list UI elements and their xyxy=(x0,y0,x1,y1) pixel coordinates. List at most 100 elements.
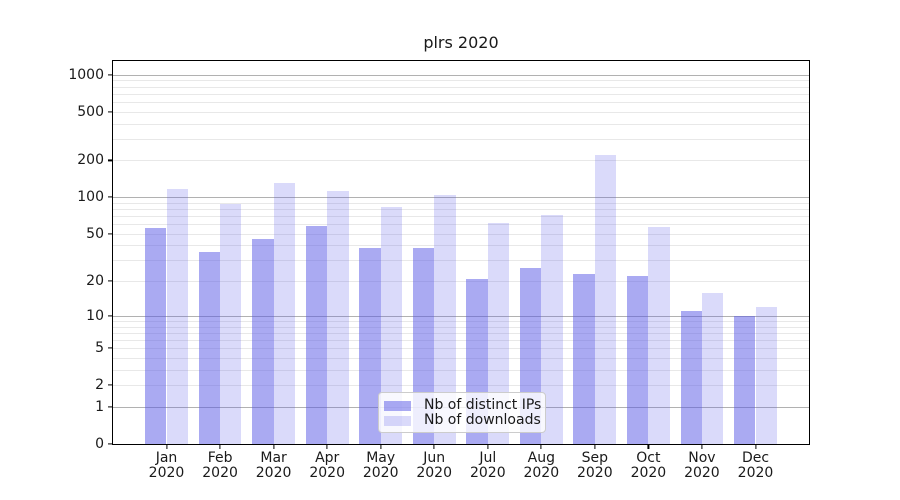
x-tick-month: Jul xyxy=(479,450,497,466)
minor-gridline xyxy=(113,202,809,204)
x-tick-mark xyxy=(219,445,221,449)
plot-area: Nb of distinct IPs Nb of downloads xyxy=(112,60,810,445)
x-tick-month: Oct xyxy=(636,450,661,466)
bar-series-1 xyxy=(434,194,456,444)
bar-series-0 xyxy=(198,252,221,444)
x-tick-month: May xyxy=(366,450,396,466)
x-tick-year: 2020 xyxy=(630,465,667,481)
major-gridline xyxy=(113,197,809,199)
x-tick-mark xyxy=(701,445,703,449)
chart-title: plrs 2020 xyxy=(423,33,499,52)
x-tick-label: Dec 2020 xyxy=(738,451,774,481)
minor-gridline xyxy=(113,385,809,387)
y-tick-mark xyxy=(108,233,112,235)
bar-series-1 xyxy=(327,190,349,444)
x-tick-label: Feb 2020 xyxy=(202,451,238,481)
x-tick-year: 2020 xyxy=(309,465,346,481)
bar-series-1 xyxy=(166,189,188,444)
x-tick-label: Jul 2020 xyxy=(470,451,506,481)
x-tick-label: Oct 2020 xyxy=(631,451,667,481)
bar-series-0 xyxy=(573,274,595,444)
y-tick-mark xyxy=(108,443,112,445)
bar-series-1 xyxy=(701,292,724,444)
bar-series-0 xyxy=(627,276,649,444)
x-tick-label: Mar 2020 xyxy=(256,451,292,481)
x-tick-label: Nov 2020 xyxy=(684,451,720,481)
x-tick-year: 2020 xyxy=(148,465,185,481)
x-tick-label: Sep 2020 xyxy=(577,451,613,481)
x-tick-label: Apr 2020 xyxy=(309,451,345,481)
x-tick-year: 2020 xyxy=(737,465,774,481)
y-tick-mark xyxy=(108,406,112,408)
y-tick-label: 1000 xyxy=(68,66,104,83)
bar-series-1 xyxy=(380,206,403,444)
y-tick-label: 200 xyxy=(77,152,104,169)
legend-swatch xyxy=(384,400,411,411)
x-tick-month: Nov xyxy=(688,450,716,466)
minor-gridline xyxy=(113,326,809,328)
minor-gridline xyxy=(113,340,809,341)
x-tick-mark xyxy=(273,445,275,449)
major-gridline xyxy=(113,74,809,76)
x-tick-mark xyxy=(594,445,596,449)
y-tick-label: 0 xyxy=(95,436,104,452)
y-tick-mark xyxy=(108,315,112,317)
minor-gridline xyxy=(113,93,809,95)
bar-series-1 xyxy=(594,154,617,444)
bar-series-1 xyxy=(648,226,670,444)
minor-gridline xyxy=(113,348,809,350)
bar-series-1 xyxy=(755,306,777,444)
y-tick-mark xyxy=(108,384,112,386)
bar-series-0 xyxy=(359,248,381,444)
legend-swatch xyxy=(384,415,411,426)
bar-series-1 xyxy=(541,215,563,444)
y-axis: 0 1 2 5 10 20 50 100 200 500 1000 xyxy=(0,61,112,452)
y-tick-label: 50 xyxy=(86,225,104,242)
minor-gridline xyxy=(113,216,809,218)
legend-row: Nb of downloads xyxy=(384,413,541,428)
minor-gridline xyxy=(113,86,809,88)
x-tick-mark xyxy=(487,445,489,449)
x-tick-label: Jun 2020 xyxy=(416,451,452,481)
x-tick-label: Jan 2020 xyxy=(149,451,185,481)
minor-gridline xyxy=(113,209,809,210)
y-tick-label: 5 xyxy=(95,340,104,357)
bar-series-0 xyxy=(145,227,167,444)
bar-series-0 xyxy=(734,315,756,444)
minor-gridline xyxy=(113,160,809,162)
x-tick-mark xyxy=(754,445,757,449)
x-tick-mark xyxy=(380,445,382,449)
bar-series-0 xyxy=(305,226,328,444)
minor-gridline xyxy=(113,357,809,359)
minor-gridline xyxy=(113,101,809,103)
legend-row: Nb of distinct IPs xyxy=(384,397,542,413)
x-axis: Jan 2020 Feb 2020 Mar 2020 Apr 2020 May 2020 Jun 20… xyxy=(113,445,808,495)
minor-gridline xyxy=(113,369,809,371)
y-tick-label: 500 xyxy=(77,103,104,120)
minor-gridline xyxy=(113,245,809,247)
minor-gridline xyxy=(113,80,809,82)
minor-gridline xyxy=(113,123,809,125)
x-tick-month: Dec xyxy=(741,450,770,466)
x-tick-label: Aug 2020 xyxy=(523,451,559,481)
y-tick-mark xyxy=(108,196,112,198)
y-tick-label: 100 xyxy=(77,189,104,206)
y-tick-mark xyxy=(108,159,112,161)
x-tick-year: 2020 xyxy=(202,465,238,481)
x-tick-mark xyxy=(540,445,542,449)
x-tick-month: Feb xyxy=(207,450,233,466)
minor-gridline xyxy=(113,233,809,235)
x-tick-year: 2020 xyxy=(255,465,292,481)
bar-series-0 xyxy=(680,311,702,444)
y-tick-mark xyxy=(108,74,112,76)
y-tick-label: 2 xyxy=(95,377,104,394)
x-tick-year: 2020 xyxy=(416,465,453,481)
x-tick-year: 2020 xyxy=(469,465,506,481)
x-tick-year: 2020 xyxy=(523,465,560,481)
x-tick-month: Mar xyxy=(260,450,287,466)
x-tick-label: May 2020 xyxy=(363,451,399,481)
major-gridline xyxy=(113,315,809,317)
bar-series-0 xyxy=(252,239,274,444)
legend-label: Nb of distinct IPs xyxy=(424,397,542,413)
